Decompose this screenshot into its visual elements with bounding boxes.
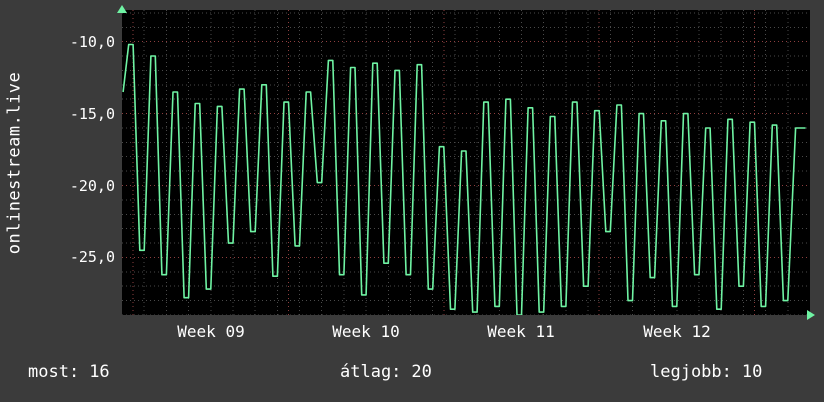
x-tick-label: Week 12 <box>643 322 711 341</box>
plot-area <box>117 5 815 320</box>
stat-legjobb-label: legjobb: <box>650 362 732 382</box>
y-tick-label: -25,0 <box>69 248 115 266</box>
stat-atlag: átlag: 20 <box>340 362 432 382</box>
x-axis-arrow-icon <box>807 310 815 320</box>
stat-most-label: most: <box>28 362 80 382</box>
x-tick-label: Week 11 <box>487 322 555 341</box>
y-tick-label: -15,0 <box>69 105 115 123</box>
data-line <box>122 43 806 315</box>
y-axis-arrow-icon <box>117 5 127 13</box>
x-tick-label: Week 10 <box>332 322 400 341</box>
x-tick-label: Week 09 <box>177 322 245 341</box>
vertical-axis-title: onlinestream.live <box>4 71 24 254</box>
stats-row: most: 16 átlag: 20 legjobb: 10 <box>0 362 824 386</box>
stat-legjobb-value: 10 <box>741 362 763 382</box>
stat-legjobb: legjobb: 10 <box>650 362 762 382</box>
y-tick-label: -10,0 <box>69 33 115 51</box>
stat-most-value: 16 <box>89 362 110 382</box>
stat-most: most: 16 <box>28 362 110 382</box>
y-tick-label: -20,0 <box>69 177 115 195</box>
vertical-axis-title-container: onlinestream.live <box>0 10 28 315</box>
chart-svg <box>122 10 810 315</box>
stat-atlag-value: 20 <box>411 362 432 382</box>
stat-atlag-label: átlag: <box>340 362 402 382</box>
